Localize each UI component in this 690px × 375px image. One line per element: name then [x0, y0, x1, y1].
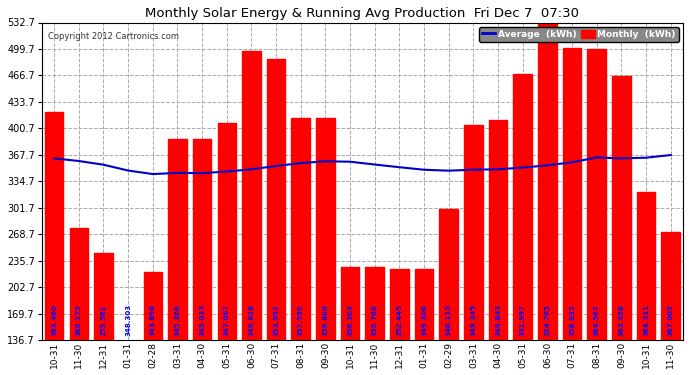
Text: 355.562: 355.562 — [101, 305, 106, 336]
Bar — [415, 269, 433, 375]
Legend: Average  (kWh), Monthly  (kWh): Average (kWh), Monthly (kWh) — [479, 27, 678, 42]
Bar — [563, 48, 581, 375]
Bar — [587, 49, 606, 375]
Text: 348.115: 348.115 — [446, 304, 452, 336]
Text: 353.953: 353.953 — [273, 304, 279, 336]
Bar — [513, 74, 532, 375]
Bar — [366, 267, 384, 375]
Bar — [267, 59, 286, 375]
Bar — [168, 139, 187, 375]
Text: 352.445: 352.445 — [397, 304, 402, 336]
Bar — [662, 232, 680, 375]
Text: 364.567: 364.567 — [593, 304, 600, 336]
Text: 345.033: 345.033 — [199, 304, 205, 336]
Bar — [637, 192, 656, 375]
Text: 363.458: 363.458 — [618, 304, 624, 336]
Bar — [144, 272, 162, 375]
Bar — [612, 76, 631, 375]
Text: Copyright 2012 Cartronics.com: Copyright 2012 Cartronics.com — [48, 32, 179, 41]
Bar — [217, 123, 236, 375]
Text: 354.765: 354.765 — [544, 304, 551, 336]
Text: 349.345: 349.345 — [471, 304, 476, 336]
Bar — [489, 120, 507, 375]
Bar — [390, 269, 408, 375]
Bar — [316, 118, 335, 375]
Bar — [341, 267, 359, 375]
Text: 349.828: 349.828 — [248, 304, 255, 336]
Text: 367.605: 367.605 — [668, 305, 673, 336]
Text: 347.067: 347.067 — [224, 304, 230, 336]
Text: 348.303: 348.303 — [125, 304, 131, 336]
Bar — [119, 341, 137, 375]
Bar — [440, 209, 458, 375]
Text: 355.768: 355.768 — [372, 305, 377, 336]
Bar — [45, 112, 63, 375]
Text: 351.997: 351.997 — [520, 304, 526, 336]
Text: 345.366: 345.366 — [175, 304, 180, 336]
Bar — [464, 125, 482, 375]
Text: 343.896: 343.896 — [150, 304, 156, 336]
Text: 363.460: 363.460 — [51, 304, 57, 336]
Text: 359.800: 359.800 — [322, 304, 328, 336]
Title: Monthly Solar Energy & Running Avg Production  Fri Dec 7  07:30: Monthly Solar Energy & Running Avg Produ… — [146, 7, 580, 20]
Text: 358.635: 358.635 — [569, 305, 575, 336]
Text: 349.845: 349.845 — [495, 304, 501, 336]
Text: 364.311: 364.311 — [643, 304, 649, 336]
Text: 360.175: 360.175 — [76, 304, 81, 336]
Bar — [193, 139, 211, 375]
Bar — [94, 253, 112, 375]
Bar — [291, 118, 310, 375]
Text: 349.306: 349.306 — [421, 304, 427, 336]
Text: 359.303: 359.303 — [347, 304, 353, 336]
Bar — [242, 51, 261, 375]
Text: 357.559: 357.559 — [298, 305, 304, 336]
Bar — [538, 18, 557, 375]
Bar — [70, 228, 88, 375]
